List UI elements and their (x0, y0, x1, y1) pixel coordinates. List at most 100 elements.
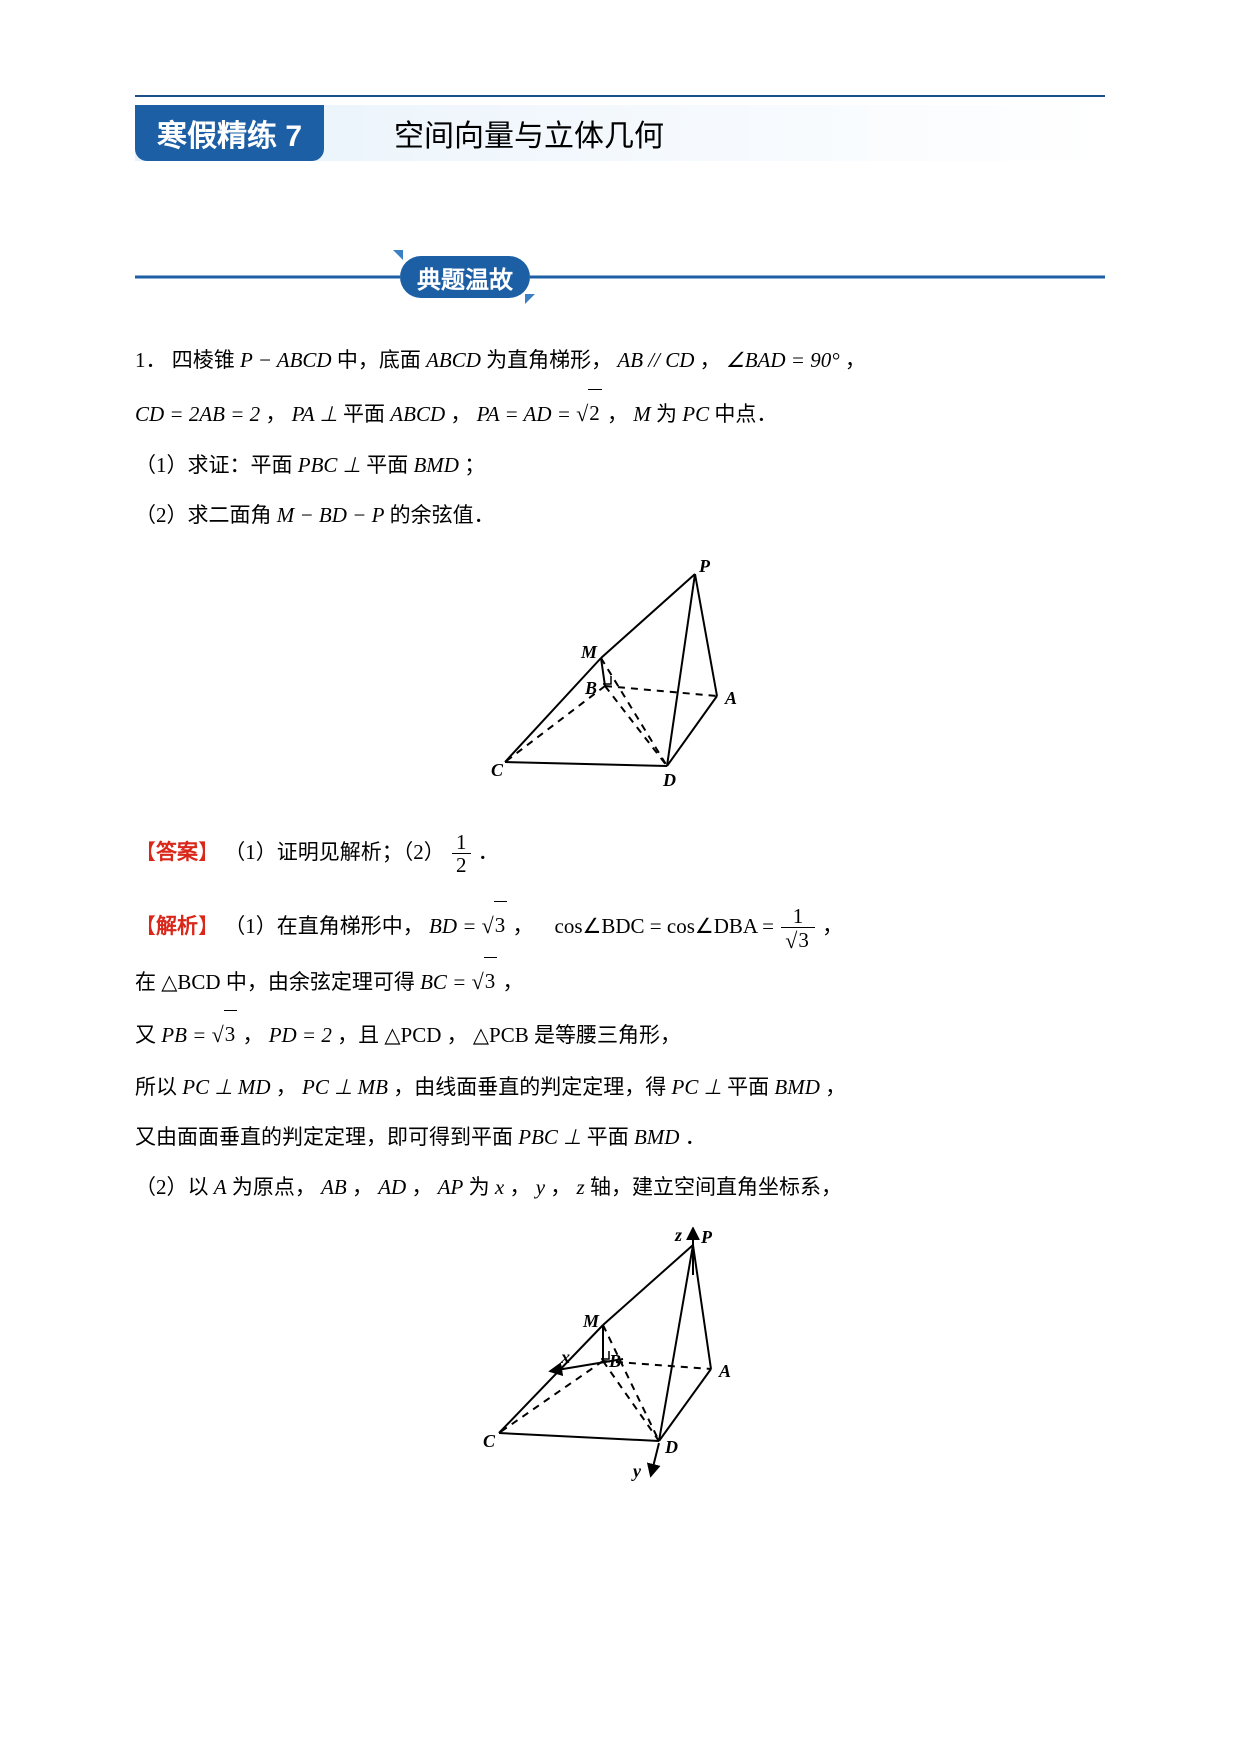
expr: BC = (420, 970, 472, 994)
tri: △BCD (161, 970, 220, 994)
frac-num: 1 (781, 905, 815, 928)
t: 为原点， (232, 1175, 316, 1199)
radicand: 3 (484, 957, 498, 1003)
t: 中，底面 (337, 348, 426, 372)
expr: CD = 2AB = 2 (135, 402, 260, 426)
sqrt: 2 (576, 390, 602, 437)
expr: PB = (161, 1023, 211, 1047)
edge-mc (505, 658, 601, 762)
problem-line1: 1． 四棱锥 P − ABCD 中，底面 ABCD 为直角梯形， AB // C… (135, 338, 1105, 382)
t: 为 (656, 402, 682, 426)
prob-num: 1． (135, 348, 167, 372)
sqrt: 3 (212, 1011, 238, 1058)
ana-line4: 所以 PC ⊥ MD ， PC ⊥ MB ，由线面垂直的判定定理，得 PC ⊥ … (135, 1065, 1105, 1109)
question-1: （1）求证：平面 PBC ⊥ 平面 BMD ； (135, 443, 1105, 487)
t: ， (276, 1075, 297, 1099)
sqrt: 3 (785, 928, 811, 952)
edge-mc (499, 1325, 603, 1433)
edge-md (601, 658, 667, 766)
t: 平面 (343, 402, 390, 426)
t: 中，由余弦定理可得 (226, 970, 420, 994)
axis-label-z: z (674, 1227, 682, 1245)
label-a: A (718, 1361, 731, 1381)
sqrt: 3 (472, 958, 498, 1005)
edge-bc (499, 1361, 603, 1433)
t: 四棱锥 (172, 348, 240, 372)
expr: AD (378, 1175, 406, 1199)
label-a: A (724, 688, 737, 708)
t: 所以 (135, 1075, 182, 1099)
analysis-label: 解析 (156, 914, 198, 938)
tri: △PCD (384, 1023, 441, 1047)
pyramid-diagram-2: P A B C D M z x y (475, 1227, 765, 1487)
t: （2）以 (135, 1175, 214, 1199)
frac-den: 2 (452, 854, 471, 876)
expr: BMD (774, 1075, 820, 1099)
edge-md (603, 1325, 659, 1441)
t: 又由面面垂直的判定定理，即可得到平面 (135, 1125, 518, 1149)
label-c: C (491, 760, 504, 780)
axis-label-y: y (631, 1461, 642, 1481)
t: 轴，建立空间直角坐标系， (590, 1175, 842, 1199)
fraction: 1 2 (452, 831, 471, 876)
t: ， (700, 348, 721, 372)
expr: BMD (634, 1125, 680, 1149)
t: ， (822, 914, 843, 938)
t: 又 (135, 1023, 161, 1047)
edge-cd (505, 762, 667, 766)
problem-line2: CD = 2AB = 2 ， PA ⊥ 平面 ABCD ， PA = AD = … (135, 390, 1105, 437)
expr: PC ⊥ MD (182, 1075, 270, 1099)
expr: PA = AD = (477, 402, 577, 426)
edge-bd (605, 686, 667, 766)
expr: PC ⊥ MB (302, 1075, 388, 1099)
t: ， (242, 1023, 263, 1047)
t: ， (352, 1175, 373, 1199)
radicand: 3 (224, 1010, 238, 1056)
tri: △PCB (473, 1023, 529, 1047)
t: 中点． (714, 402, 777, 426)
sqrt: 3 (482, 902, 508, 949)
t: ． (685, 1125, 706, 1149)
expr: PBC ⊥ (518, 1125, 581, 1149)
lesson-tab-label: 寒假精练 7 (157, 111, 302, 155)
label-c: C (483, 1431, 496, 1451)
edge-pd (667, 574, 695, 766)
pyramid-diagram-1: P A B C D M (485, 556, 755, 791)
t: ， (513, 914, 534, 938)
edge-da (667, 696, 717, 766)
expr: M (633, 402, 651, 426)
edge-da (659, 1369, 711, 1441)
expr: x (495, 1175, 504, 1199)
expr: ABCD (426, 348, 481, 372)
expr: ABCD (390, 402, 445, 426)
pill-corner-br (525, 294, 535, 304)
t: ， (502, 970, 523, 994)
t: ． (478, 840, 499, 864)
expr: PBC ⊥ (298, 453, 361, 477)
edge-ap (695, 574, 717, 696)
t: ， (450, 402, 471, 426)
section-divider: 典题温故 (135, 256, 1105, 298)
label-b: B (608, 1351, 621, 1371)
t: 为 (469, 1175, 495, 1199)
section-pill: 典题温故 (400, 256, 530, 298)
radicand: 3 (797, 927, 811, 951)
axis-label-x: x (560, 1347, 570, 1367)
expr: PC ⊥ (672, 1075, 722, 1099)
ana-line2: 在 △BCD 中，由余弦定理可得 BC = 3 ， (135, 958, 1105, 1005)
label-b: B (584, 678, 597, 698)
expr: y (536, 1175, 545, 1199)
ana-line1: 【解析】 （1）在直角梯形中， BD = 3 ， cos∠BDC = cos∠D… (135, 902, 1105, 952)
edge-pm (603, 1245, 693, 1325)
edge-bd (603, 1361, 659, 1441)
t: 为直角梯形， (486, 348, 612, 372)
expr: AP (438, 1175, 464, 1199)
edge-pd (659, 1245, 693, 1441)
label-p: P (700, 1227, 713, 1247)
question-2: （2）求二面角 M − BD − P 的余弦值． (135, 493, 1105, 537)
ana-line5: 又由面面垂直的判定定理，即可得到平面 PBC ⊥ 平面 BMD ． (135, 1115, 1105, 1159)
t: ， (825, 1075, 846, 1099)
t: ， (265, 402, 286, 426)
label-m: M (580, 642, 598, 662)
expr: AB (321, 1175, 347, 1199)
